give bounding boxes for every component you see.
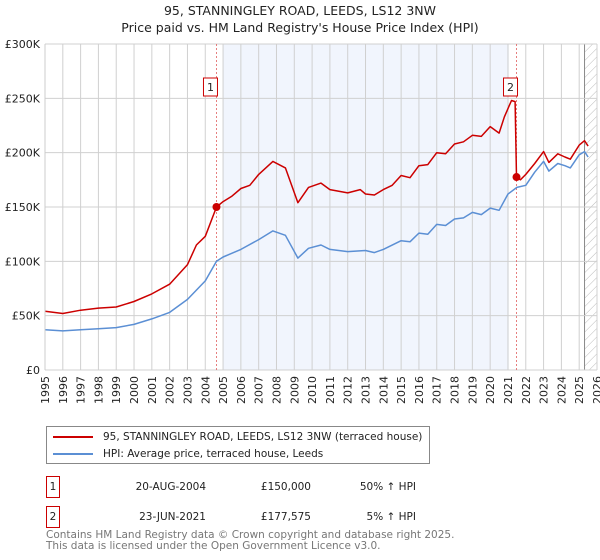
footer-copyright: Contains HM Land Registry data © Crown c… [46, 529, 455, 541]
x-tick-label: 1997 [75, 376, 88, 404]
y-tick-label: £250K [5, 92, 41, 105]
chart-title: 95, STANNINGLEY ROAD, LEEDS, LS12 3NW [163, 3, 437, 18]
y-tick-label: £150K [5, 201, 41, 214]
legend: 95, STANNINGLEY ROAD, LEEDS, LS12 3NW (t… [46, 426, 430, 464]
sale-point [512, 173, 521, 182]
x-tick-label: 2021 [502, 376, 515, 404]
x-tick-label: 2002 [164, 376, 177, 404]
plot-area: 1995 1996 1997 1998 1999 2000 2001 2002 2003 2004… [5, 38, 600, 404]
x-tick-label: 1998 [92, 376, 105, 404]
x-tick-label: 2007 [253, 376, 266, 404]
x-tick-label: 2015 [395, 376, 408, 404]
x-tick-label: 1999 [110, 376, 123, 404]
x-tick-label: 2000 [128, 376, 141, 404]
x-tick-label: 2018 [449, 376, 462, 404]
legend-label: HPI: Average price, terraced house, Leed… [103, 448, 324, 460]
x-tick-label: 2003 [181, 376, 194, 404]
x-tick-label: 2023 [538, 376, 551, 404]
x-tick-label: 2008 [270, 376, 283, 404]
x-tick-label: 2004 [199, 376, 212, 404]
transaction-hpi: 50% ↑ HPI [359, 481, 416, 493]
x-tick-label: 2024 [555, 376, 568, 404]
transaction-price: £150,000 [260, 481, 311, 493]
legend-item-hpi: HPI: Average price, terraced house, Leed… [53, 446, 323, 462]
x-tick-label: 2005 [217, 376, 230, 404]
x-tick-label: 2013 [360, 376, 373, 404]
chart-subtitle: Price paid vs. HM Land Registry's House … [121, 20, 479, 35]
annotation-box [202, 77, 218, 97]
transaction-marker: 1 [46, 476, 60, 498]
y-tick-label: £200K [5, 147, 41, 160]
legend-swatch-red [53, 436, 93, 438]
transaction-price: £177,575 [260, 511, 311, 523]
transaction-date: 23-JUN-2021 [139, 511, 206, 523]
x-tick-label: 2012 [342, 376, 355, 404]
legend-item-property: 95, STANNINGLEY ROAD, LEEDS, LS12 3NW (t… [53, 429, 422, 445]
x-tick-label: 2020 [484, 376, 497, 404]
annotation-label: 2 [507, 81, 514, 94]
y-tick-label: £300K [5, 38, 41, 51]
legend-swatch-blue [53, 453, 93, 455]
annotation-label: 1 [207, 81, 214, 94]
y-tick-label: £50K [12, 310, 41, 323]
x-tick-label: 1995 [39, 376, 52, 404]
x-tick-label: 2006 [235, 376, 248, 404]
hpi-line [44, 150, 589, 332]
transaction-marker: 2 [46, 506, 60, 528]
transaction-hpi: 5% ↑ HPI [366, 511, 416, 523]
x-tick-label: 2014 [377, 376, 390, 404]
x-tick-label: 2026 [591, 376, 600, 404]
x-tick-label: 2001 [146, 376, 159, 404]
footer-licence: This data is licensed under the Open Gov… [46, 540, 381, 552]
x-tick-label: 2016 [413, 376, 426, 404]
property-price-line [44, 99, 589, 315]
annotation-box [503, 77, 519, 97]
sale-point [212, 203, 221, 211]
x-tick-label: 2019 [466, 376, 479, 404]
x-tick-label: 2022 [520, 376, 533, 404]
x-tick-label: 1996 [57, 376, 70, 404]
legend-label: 95, STANNINGLEY ROAD, LEEDS, LS12 3NW (t… [103, 431, 423, 443]
x-tick-label: 2025 [573, 376, 586, 404]
transaction-date: 20-AUG-2004 [135, 481, 206, 493]
x-tick-label: 2010 [306, 376, 319, 404]
x-tick-label: 2017 [431, 376, 444, 404]
x-tick-label: 2009 [288, 376, 301, 404]
x-tick-label: 2011 [324, 376, 337, 404]
y-tick-label: £0 [26, 364, 40, 377]
y-tick-label: £100K [5, 255, 41, 268]
